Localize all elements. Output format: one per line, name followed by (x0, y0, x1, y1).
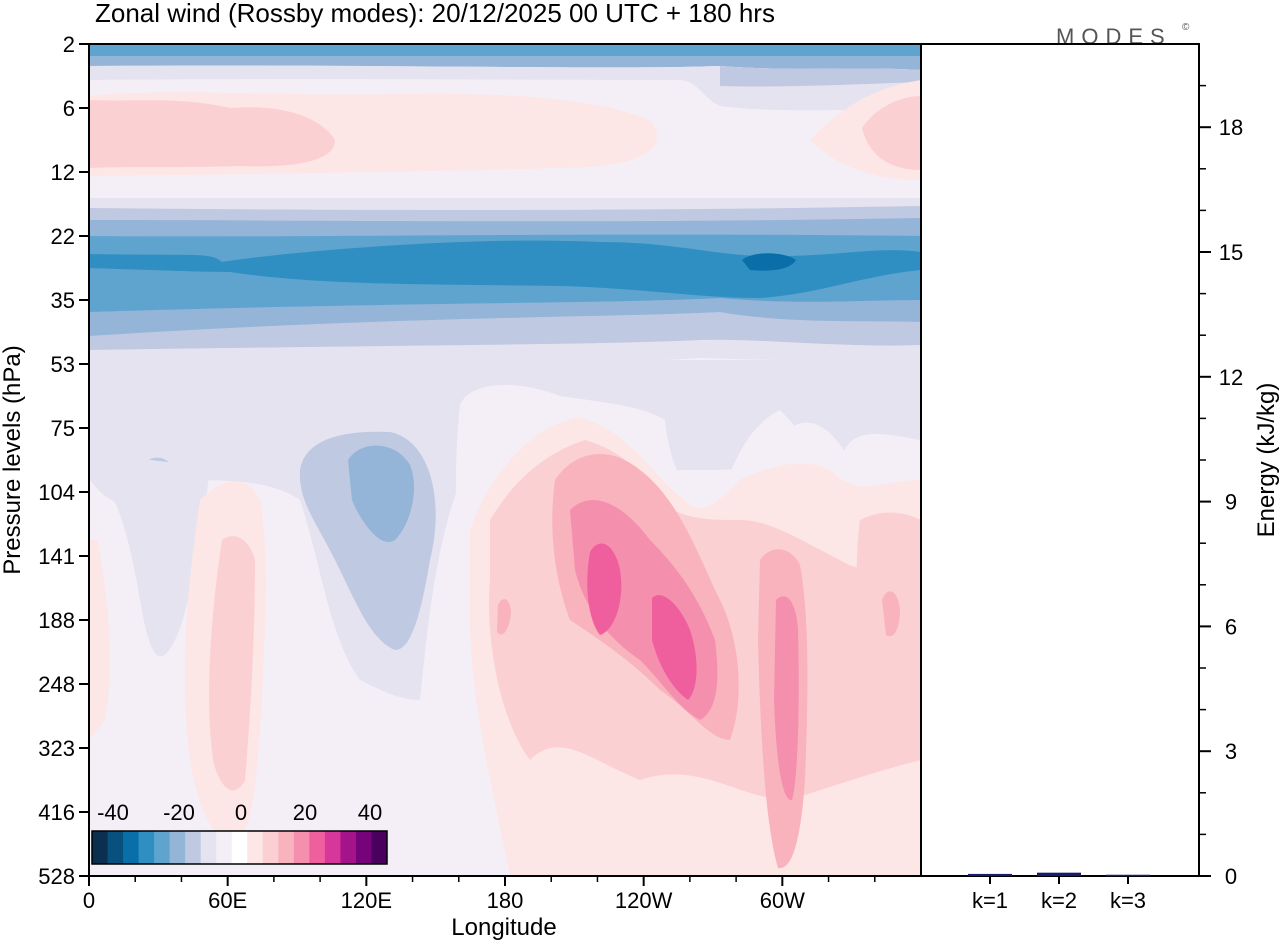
x-axis: 0 60E 120E 180 120W 60W (83, 876, 876, 913)
y-tick-label: 53 (51, 352, 75, 377)
lobe-max-1 (587, 543, 622, 635)
x-tick-label: 60W (760, 888, 805, 913)
y-tick-label: 12 (51, 160, 75, 185)
energy-cat-label: k=2 (1041, 888, 1077, 913)
y-tick-label: 2 (63, 32, 75, 57)
colorbar-swatch (371, 831, 388, 864)
energy-bar (1106, 874, 1150, 877)
y-axis-label: Pressure levels (hPa) (0, 345, 26, 574)
y-tick-label: 141 (38, 544, 75, 569)
colorbar-swatch (185, 831, 202, 864)
colorbar-swatch (231, 831, 248, 864)
lobe-pink-west (89, 540, 110, 740)
colorbar-swatch (340, 831, 357, 864)
x-axis-label: Longitude (451, 914, 556, 941)
y-tick-label: 35 (51, 288, 75, 313)
y-tick-label: 104 (38, 480, 75, 505)
energy-tick-label: 6 (1225, 614, 1237, 639)
x-tick-label: 120E (341, 888, 392, 913)
energy-cat-label: k=3 (1110, 888, 1146, 913)
colorbar-swatch (154, 831, 171, 864)
energy-tick-label: 18 (1219, 115, 1243, 140)
y-tick-label: 22 (51, 224, 75, 249)
energy-bars: k=1 k=2 k=3 (968, 872, 1150, 913)
chart-title: Zonal wind (Rossby modes): 20/12/2025 00… (95, 0, 775, 28)
jet-max-60w (742, 253, 796, 271)
lobe-pink-small (497, 599, 511, 635)
lobe-pink-60e-core (209, 536, 255, 791)
band-pink-60w-core (862, 96, 921, 170)
colorbar-label: 40 (358, 800, 382, 825)
colorbar-swatch (293, 831, 310, 864)
colorbar-label: 20 (293, 800, 317, 825)
band-blue-core (89, 240, 921, 298)
colorbar-swatch (107, 831, 124, 864)
colorbar-swatch (324, 831, 341, 864)
band-3hpa (89, 56, 921, 70)
y-tick-label: 75 (51, 416, 75, 441)
colorbar-swatch (262, 831, 279, 864)
colorbar-swatch (278, 831, 295, 864)
x-tick-label: 0 (83, 888, 95, 913)
energy-tick-label: 3 (1225, 739, 1237, 764)
colorbar-swatch (200, 831, 217, 864)
colorbar-swatch (216, 831, 233, 864)
colorbar-swatch (169, 831, 186, 864)
energy-bar (968, 873, 1012, 876)
x-tick-label: 60E (208, 888, 247, 913)
energy-bar (1037, 872, 1081, 876)
lobe-pink-east-core (882, 591, 900, 637)
energy-axis: 0 3 6 9 12 15 18 (1199, 84, 1243, 889)
logo-mark: © (1182, 22, 1190, 33)
colorbar-swatch (123, 831, 140, 864)
energy-cat-label: k=1 (972, 888, 1008, 913)
field-blue-lower-left (89, 455, 210, 657)
colorbar-label: -20 (163, 800, 195, 825)
lobe-max-2 (652, 595, 697, 700)
colorbar-label: 0 (235, 800, 247, 825)
colorbar-swatch (247, 831, 264, 864)
energy-tick-label: 0 (1225, 864, 1237, 889)
y-tick-label: 323 (38, 736, 75, 761)
band-2hpa (89, 44, 921, 56)
blob-blue-120e-core (348, 445, 415, 542)
energy-frame (920, 43, 1200, 877)
energy-tick-label: 9 (1225, 490, 1237, 515)
y-tick-label: 528 (38, 864, 75, 889)
y-tick-label: 188 (38, 608, 75, 633)
y-tick-label: 416 (38, 800, 75, 825)
energy-tick-label: 12 (1219, 365, 1243, 390)
band-4hpa-core (720, 66, 921, 87)
y-tick-label: 248 (38, 672, 75, 697)
colorbar-swatch (138, 831, 155, 864)
colorbar-frame (91, 830, 388, 865)
x-tick-label: 120W (615, 888, 673, 913)
contour-field (89, 44, 921, 876)
colorbar: -40 -20 0 20 40 (91, 800, 388, 865)
y-tick-label: 6 (63, 96, 75, 121)
band-4hpa (89, 65, 921, 111)
lobe-pink-60w-core (774, 596, 799, 801)
field-light-blue (89, 360, 921, 700)
band-pink-8hpa-core (89, 100, 335, 168)
colorbar-label: -40 (97, 800, 129, 825)
colorbar-swatch (355, 831, 372, 864)
colorbar-swatch (92, 831, 109, 864)
y-axis: 2 6 12 22 35 53 75 104 141 188 248 323 416 528 (38, 32, 89, 889)
energy-axis-label: Energy (kJ/kg) (1253, 383, 1280, 538)
x-tick-label: 180 (487, 888, 524, 913)
colorbar-swatch (309, 831, 326, 864)
energy-tick-label: 15 (1219, 240, 1243, 265)
